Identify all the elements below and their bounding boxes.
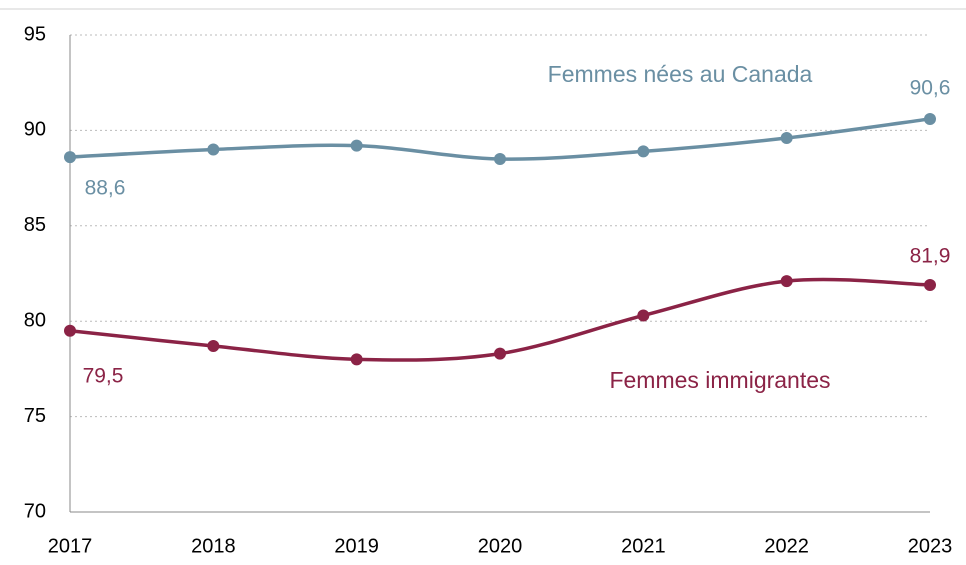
series-name: Femmes nées au Canada [548,61,813,87]
data-label: 81,9 [910,244,951,267]
y-tick-label: 70 [24,500,46,522]
y-tick-label: 90 [24,119,46,141]
y-tick-label: 95 [24,23,46,45]
data-point [64,324,76,337]
data-point [350,139,363,152]
x-tick-label: 2020 [478,535,523,557]
y-tick-label: 85 [24,214,46,236]
data-label: 79,5 [83,364,124,387]
x-tick-label: 2021 [621,535,666,557]
data-label: 90,6 [910,76,951,99]
data-point [350,353,363,366]
x-tick-label: 2017 [48,535,93,557]
data-point [207,340,220,353]
x-tick-label: 2022 [764,535,809,557]
y-tick-label: 75 [24,405,46,427]
series-name: Femmes immigrantes [609,367,830,393]
data-point [780,275,793,288]
data-point [207,143,220,156]
data-point [637,145,650,158]
data-point [494,347,506,360]
data-point [494,153,506,166]
x-tick-label: 2018 [191,535,236,557]
data-point [637,309,650,322]
data-label: 88,6 [85,177,126,200]
data-point [924,112,936,125]
data-point [924,278,936,291]
x-tick-label: 2023 [908,535,953,557]
x-tick-label: 2019 [334,535,379,557]
y-tick-label: 80 [24,309,46,331]
data-point [780,132,793,145]
data-point [64,151,76,164]
